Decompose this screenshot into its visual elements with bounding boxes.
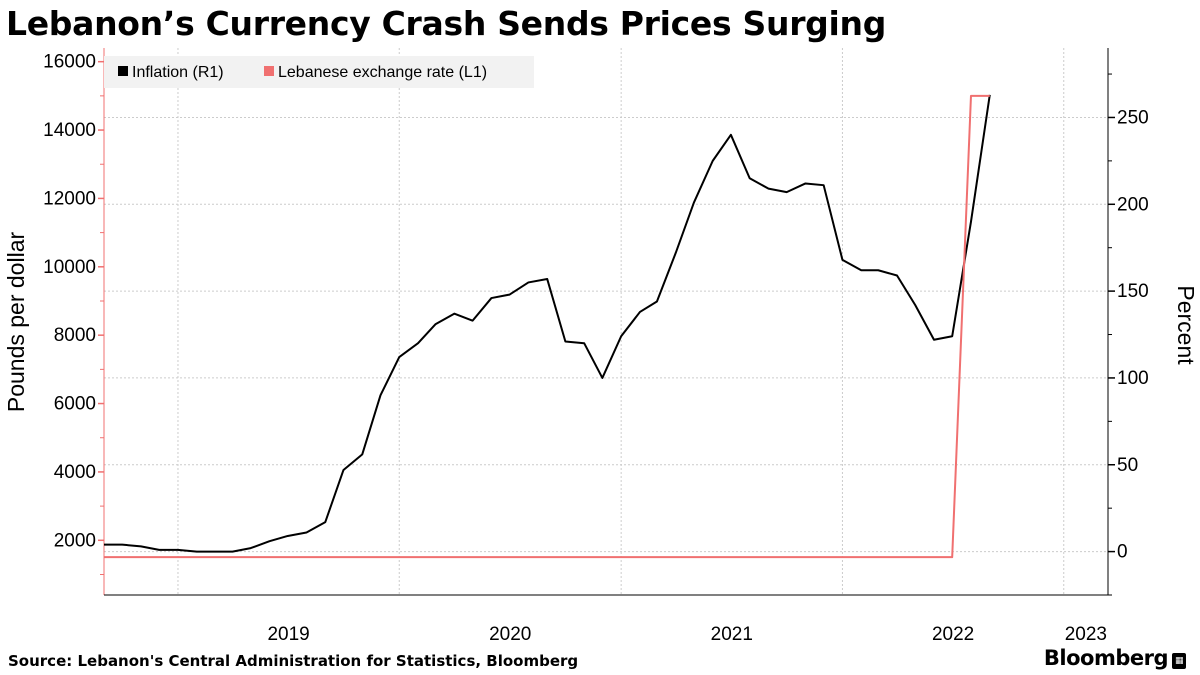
left-tick-label: 14000 xyxy=(43,120,96,141)
x-tick-label: 2023 xyxy=(1065,624,1107,645)
right-tick-label: 100 xyxy=(1117,368,1149,389)
legend-swatch-inflation xyxy=(118,66,128,76)
left-tick-label: 2000 xyxy=(54,530,96,551)
x-tick-label: 2022 xyxy=(932,624,974,645)
left-tick-label: 10000 xyxy=(43,257,96,278)
right-tick-label: 50 xyxy=(1117,455,1138,476)
bloomberg-terminal-icon: ▦ xyxy=(1172,653,1186,669)
left-axis-title: Pounds per dollar xyxy=(3,232,29,413)
legend-swatch-exchange-rate xyxy=(264,66,274,76)
source-note: Source: Lebanon's Central Administration… xyxy=(8,652,579,670)
axes: 2000 4000 6000 8000 10000 12000 14000 16000 0 50 1… xyxy=(3,48,1199,645)
right-tick-label: 0 xyxy=(1117,542,1128,563)
brand-logo: Bloomberg ▦ xyxy=(1044,646,1186,670)
right-tick-label: 250 xyxy=(1117,107,1149,128)
chart-title: Lebanon’s Currency Crash Sends Prices Su… xyxy=(6,4,887,43)
right-tick-label: 200 xyxy=(1117,194,1149,215)
legend-background xyxy=(104,56,534,88)
legend-label-exchange-rate: Lebanese exchange rate (L1) xyxy=(278,64,487,81)
gridlines xyxy=(104,48,1108,595)
right-tick-label: 150 xyxy=(1117,281,1149,302)
series-line-exchange-rate xyxy=(104,94,990,559)
x-tick-label: 2021 xyxy=(711,624,753,645)
x-tick-label: 2019 xyxy=(267,624,309,645)
left-tick-label: 4000 xyxy=(54,462,96,483)
series-lines xyxy=(104,94,991,559)
legend-label-inflation: Inflation (R1) xyxy=(132,64,224,81)
x-tick-label: 2020 xyxy=(489,624,531,645)
left-tick-label: 16000 xyxy=(43,52,96,73)
right-axis-title: Percent xyxy=(1173,285,1199,365)
left-tick-label: 12000 xyxy=(43,188,96,209)
series-line-inflation xyxy=(104,94,991,553)
left-tick-label: 8000 xyxy=(54,325,96,346)
left-tick-label: 6000 xyxy=(54,394,96,415)
brand-name: Bloomberg xyxy=(1043,646,1169,670)
legend: Inflation (R1) Lebanese exchange rate (L… xyxy=(104,56,534,88)
